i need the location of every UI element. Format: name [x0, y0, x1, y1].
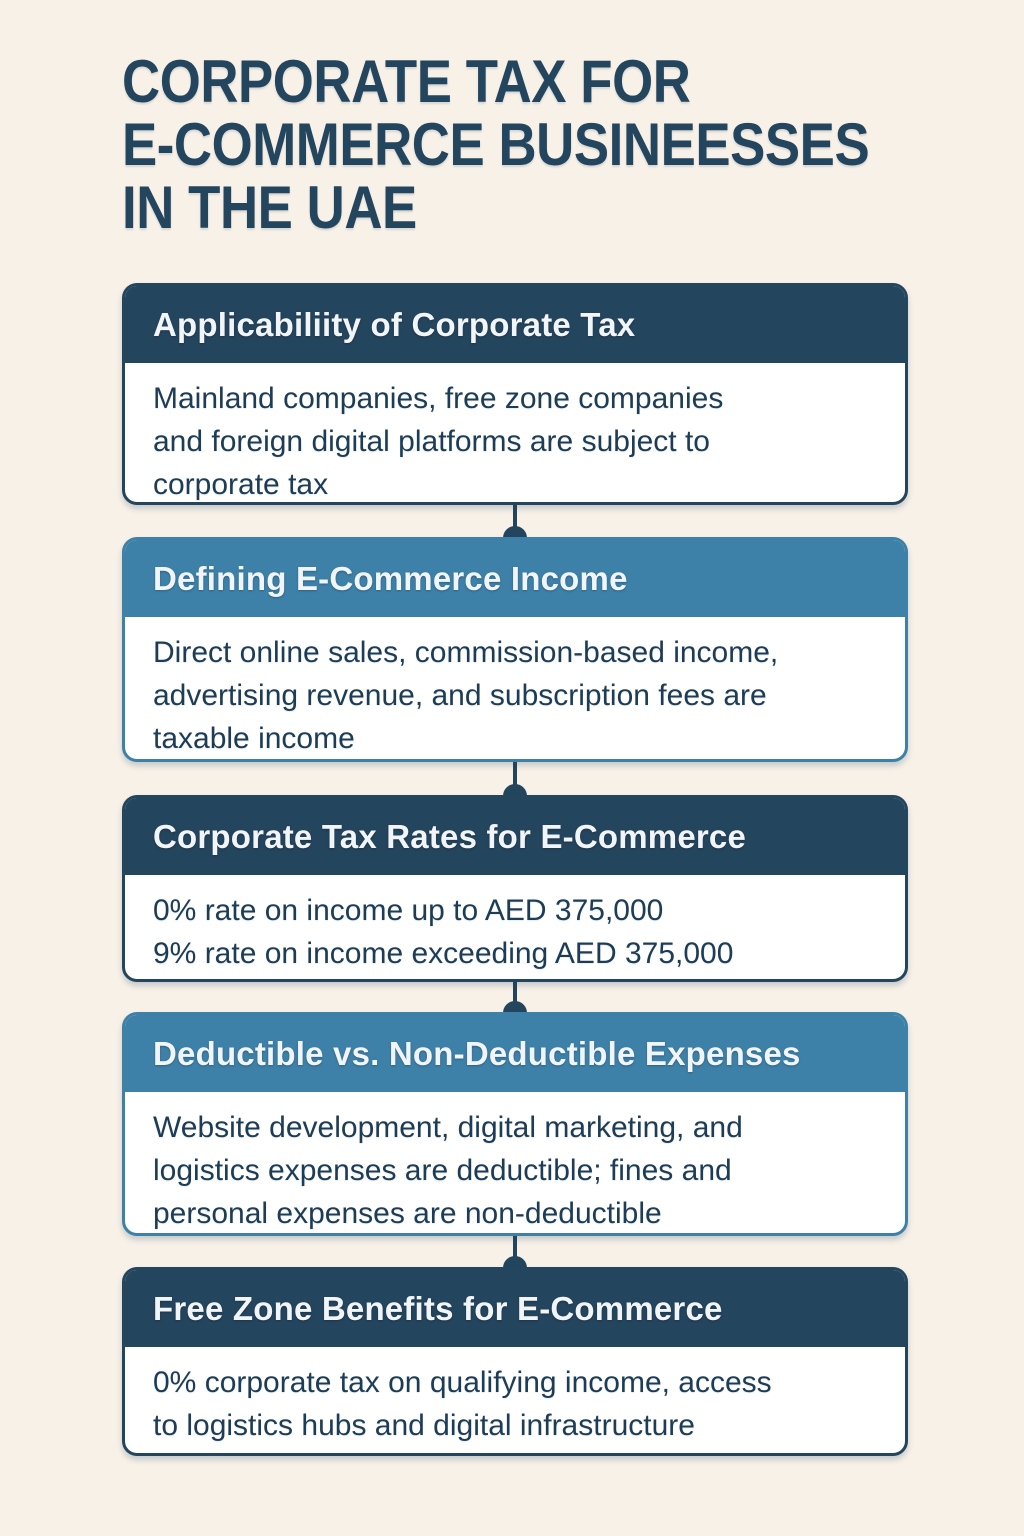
card-title: Deductible vs. Non-Deductible Expenses — [153, 1034, 801, 1072]
card-body: 0% rate on income up to AED 375,000 9% r… — [125, 875, 905, 979]
connector-line — [513, 1236, 517, 1267]
connector-3 — [122, 982, 908, 1025]
connector-line — [513, 982, 517, 1012]
page-title: CORPORATE TAX FOR E-COMMERCE BUSINEESSES… — [122, 50, 914, 239]
page-title-line-2: E-COMMERCE BUSINEESSES — [122, 111, 870, 178]
connector-line — [513, 762, 517, 795]
card-header: Free Zone Benefits for E-Commerce — [125, 1270, 905, 1347]
connector-2 — [122, 762, 908, 808]
card-deductible-vs-nondeductible: Deductible vs. Non-Deductible Expenses W… — [122, 1012, 908, 1236]
card-corporate-tax-rates: Corporate Tax Rates for E-Commerce 0% ra… — [122, 795, 908, 982]
page-title-line-1: CORPORATE TAX FOR — [122, 48, 691, 115]
card-text: Direct online sales, commission-based in… — [153, 636, 779, 755]
card-title: Free Zone Benefits for E-Commerce — [153, 1289, 723, 1327]
card-header: Defining E-Commerce Income — [125, 540, 905, 617]
connector-line — [513, 505, 517, 537]
card-body: 0% corporate tax on qualifying income, a… — [125, 1347, 905, 1453]
card-applicability-of-corporate-tax: Applicabiliity of Corporate Tax Mainland… — [122, 283, 908, 505]
card-text: 0% corporate tax on qualifying income, a… — [153, 1366, 772, 1442]
card-body: Website development, digital marketing, … — [125, 1092, 905, 1233]
card-header: Corporate Tax Rates for E-Commerce — [125, 798, 905, 875]
connector-4 — [122, 1236, 908, 1280]
card-body: Mainland companies, free zone companies … — [125, 363, 905, 502]
card-text: 0% rate on income up to AED 375,000 9% r… — [153, 894, 734, 970]
card-title: Applicabiliity of Corporate Tax — [153, 305, 636, 343]
card-text: Mainland companies, free zone companies … — [153, 382, 724, 501]
card-title: Defining E-Commerce Income — [153, 559, 628, 597]
connector-1 — [122, 505, 908, 550]
card-free-zone-benefits: Free Zone Benefits for E-Commerce 0% cor… — [122, 1267, 908, 1456]
card-header: Deductible vs. Non-Deductible Expenses — [125, 1015, 905, 1092]
card-body: Direct online sales, commission-based in… — [125, 617, 905, 759]
card-defining-ecommerce-income: Defining E-Commerce Income Direct online… — [122, 537, 908, 762]
page-title-line-3: IN THE UAE — [122, 174, 417, 241]
card-text: Website development, digital marketing, … — [153, 1111, 743, 1230]
card-title: Corporate Tax Rates for E-Commerce — [153, 817, 747, 855]
card-header: Applicabiliity of Corporate Tax — [125, 286, 905, 363]
